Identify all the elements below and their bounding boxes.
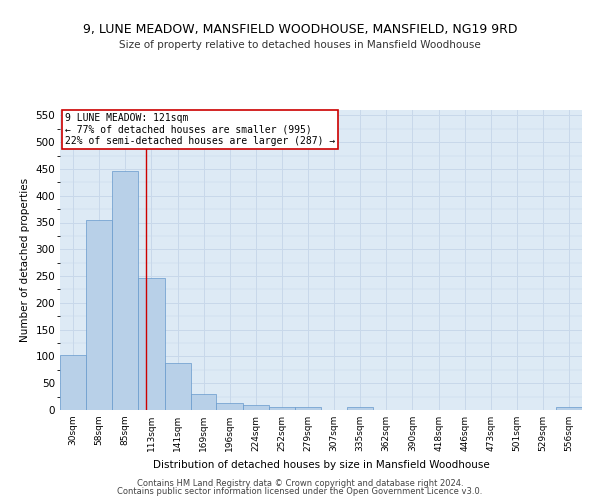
Bar [86, 220, 112, 410]
Bar [347, 408, 373, 410]
Bar [191, 394, 217, 410]
Bar [243, 405, 269, 410]
Text: Contains public sector information licensed under the Open Government Licence v3: Contains public sector information licen… [118, 487, 482, 496]
Bar [112, 171, 138, 410]
Bar [164, 363, 191, 410]
Bar [295, 408, 321, 410]
X-axis label: Distribution of detached houses by size in Mansfield Woodhouse: Distribution of detached houses by size … [152, 460, 490, 469]
Bar [217, 402, 243, 410]
Text: 9, LUNE MEADOW, MANSFIELD WOODHOUSE, MANSFIELD, NG19 9RD: 9, LUNE MEADOW, MANSFIELD WOODHOUSE, MAN… [83, 22, 517, 36]
Y-axis label: Number of detached properties: Number of detached properties [20, 178, 30, 342]
Text: Size of property relative to detached houses in Mansfield Woodhouse: Size of property relative to detached ho… [119, 40, 481, 50]
Bar [138, 278, 164, 410]
Bar [60, 355, 86, 410]
Text: 9 LUNE MEADOW: 121sqm
← 77% of detached houses are smaller (995)
22% of semi-det: 9 LUNE MEADOW: 121sqm ← 77% of detached … [65, 113, 335, 146]
Text: Contains HM Land Registry data © Crown copyright and database right 2024.: Contains HM Land Registry data © Crown c… [137, 478, 463, 488]
Bar [269, 408, 295, 410]
Bar [556, 408, 582, 410]
